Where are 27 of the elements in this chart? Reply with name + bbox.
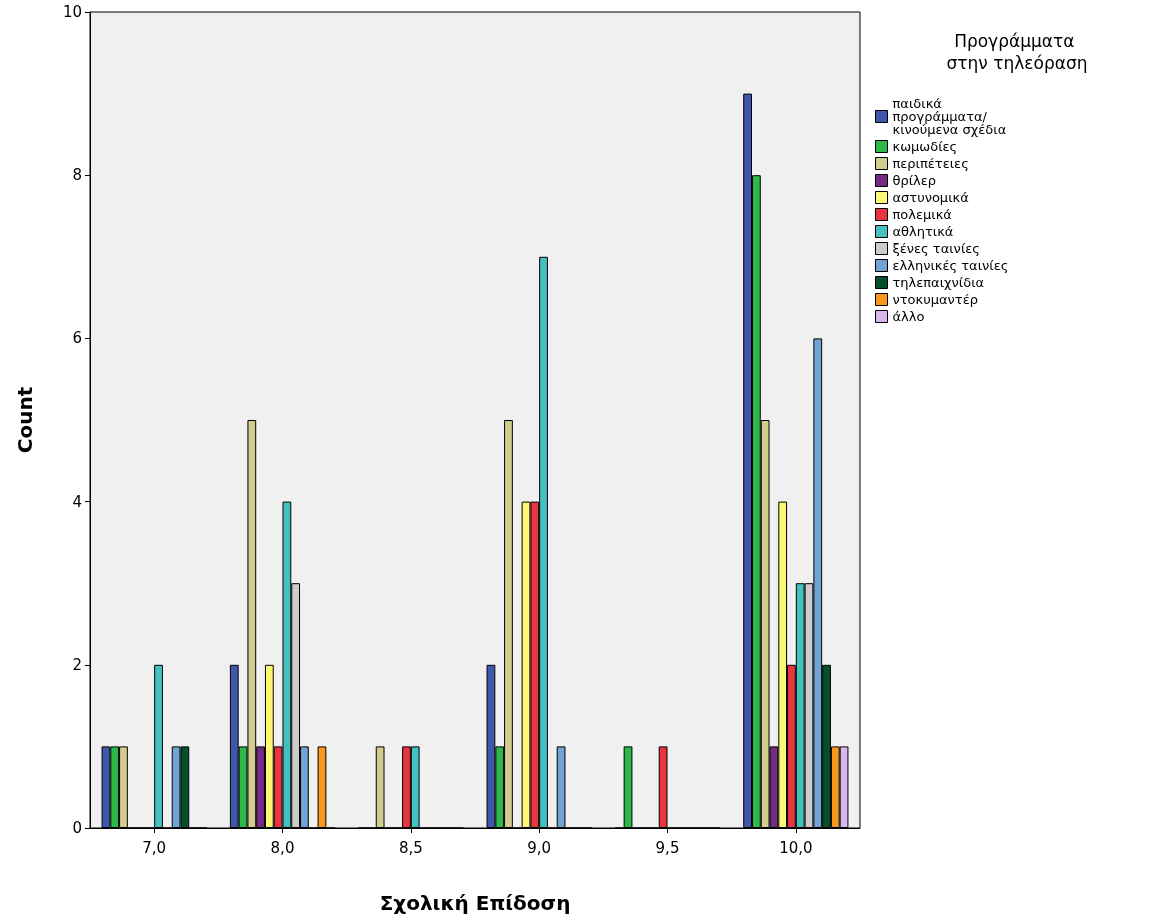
- legend-title: Προγράμματα στην τηλεόραση: [946, 31, 1088, 73]
- x-tick-label: 8,0: [270, 838, 295, 857]
- x-tick-label: 8,5: [398, 838, 423, 857]
- y-tick-label: 2: [72, 655, 82, 674]
- y-tick-label: 6: [72, 329, 82, 348]
- legend-label: ξένες ταινίες: [892, 241, 980, 256]
- legend-label: ελληνικές ταινίες: [892, 258, 1009, 273]
- x-tick-label: 9,0: [527, 838, 552, 857]
- legend-label: περιπέτειες: [892, 156, 969, 171]
- legend-label: αστυνομικά: [892, 190, 969, 205]
- y-tick-label: 10: [62, 3, 82, 21]
- legend-label: κωμωδίες: [892, 139, 958, 154]
- y-tick-label: 8: [72, 166, 82, 185]
- legend-label: ντοκυμαντέρ: [892, 292, 978, 307]
- y-tick-label: 4: [72, 492, 82, 511]
- legend-label: θρίλερ: [892, 173, 937, 188]
- legend-label: άλλο: [892, 309, 925, 324]
- x-tick-label: 10,0: [779, 838, 813, 857]
- y-axis-title: Count: [13, 386, 37, 454]
- legend-label: πολεμικά: [892, 207, 952, 222]
- x-tick-label: 7,0: [142, 838, 167, 857]
- y-tick-label: 0: [72, 819, 82, 837]
- x-tick-label: 9,5: [655, 838, 680, 857]
- legend-label: τηλεπαιχνίδια: [892, 275, 985, 290]
- legend-label: παιδικά προγράμματα/κινούμενα σχέδια: [892, 96, 1007, 137]
- legend-label: αθλητικά: [892, 224, 954, 239]
- x-axis-title: Σχολική Επίδοση: [379, 891, 571, 915]
